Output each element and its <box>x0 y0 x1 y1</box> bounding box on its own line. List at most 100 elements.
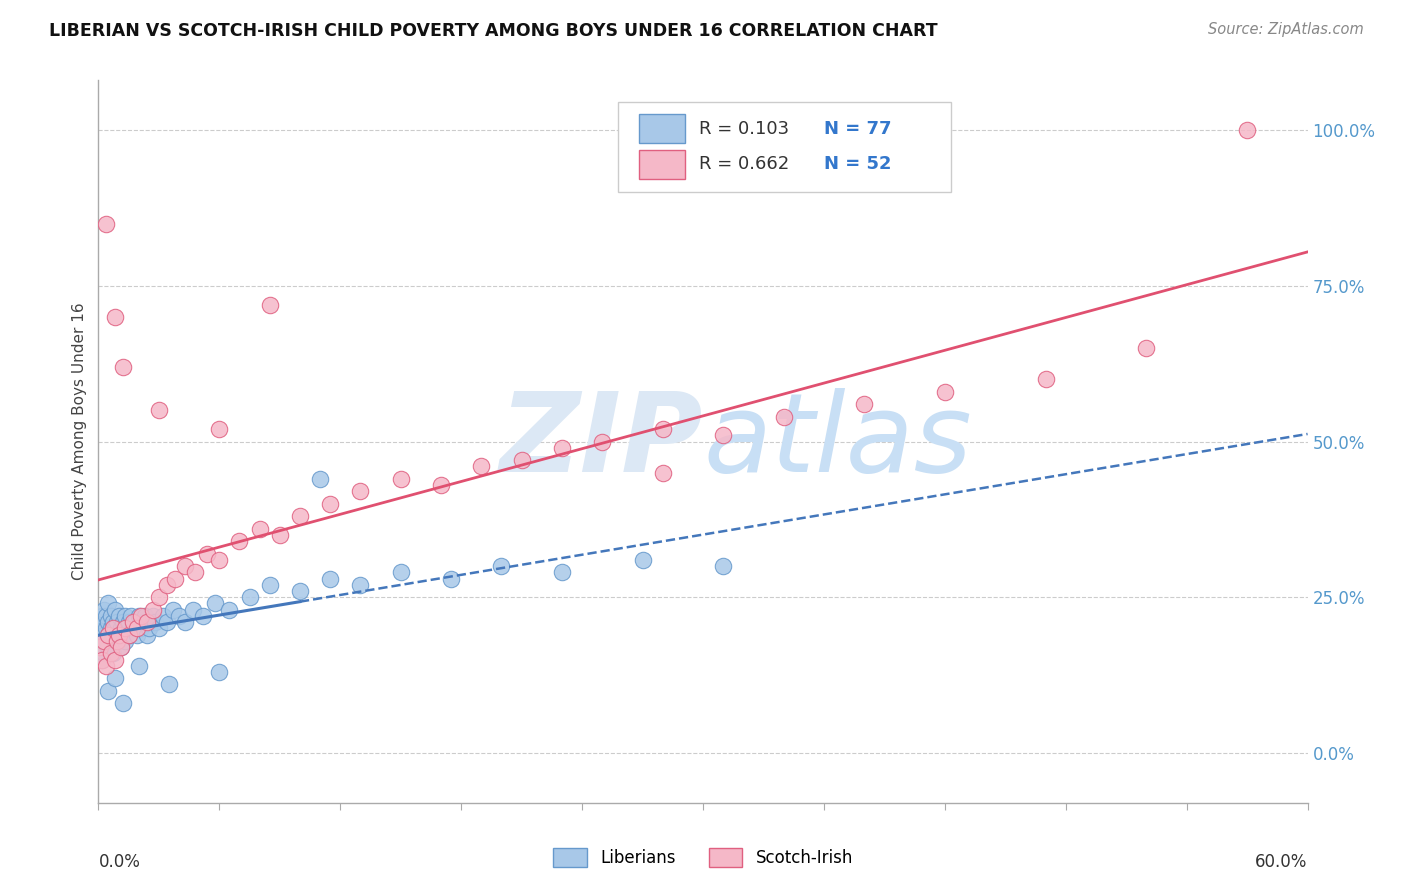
Point <box>118 627 141 641</box>
Point <box>135 627 157 641</box>
Y-axis label: Child Poverty Among Boys Under 16: Child Poverty Among Boys Under 16 <box>72 302 87 581</box>
Point <box>107 627 129 641</box>
Point <box>100 609 122 624</box>
Point <box>97 640 120 654</box>
Point <box>470 459 492 474</box>
Point <box>135 615 157 630</box>
Point <box>97 597 120 611</box>
Point <box>319 572 342 586</box>
Point <box>138 621 160 635</box>
Point <box>101 615 124 630</box>
Point <box>114 609 136 624</box>
Point <box>134 609 156 624</box>
Point <box>491 559 513 574</box>
Point <box>97 683 120 698</box>
Point <box>218 603 240 617</box>
Point <box>91 652 114 666</box>
Point <box>118 627 141 641</box>
Point <box>934 384 956 399</box>
Point <box>167 609 190 624</box>
Point <box>430 478 453 492</box>
Text: atlas: atlas <box>703 388 972 495</box>
Point <box>1035 372 1057 386</box>
Point <box>114 621 136 635</box>
Text: N = 77: N = 77 <box>824 120 891 137</box>
Point <box>107 627 129 641</box>
Point <box>711 428 734 442</box>
Point <box>110 640 132 654</box>
Point <box>93 603 115 617</box>
Legend: Liberians, Scotch-Irish: Liberians, Scotch-Irish <box>547 841 859 874</box>
Point <box>148 403 170 417</box>
Point <box>156 615 179 630</box>
Point <box>97 627 120 641</box>
Point <box>96 658 118 673</box>
Text: ZIP: ZIP <box>499 388 703 495</box>
Point <box>143 615 166 630</box>
Point <box>107 609 129 624</box>
Point <box>309 472 332 486</box>
Point <box>288 509 311 524</box>
Point <box>97 627 120 641</box>
Point <box>93 633 115 648</box>
Text: Source: ZipAtlas.com: Source: ZipAtlas.com <box>1208 22 1364 37</box>
Point <box>100 646 122 660</box>
Point <box>551 566 574 580</box>
Point <box>152 609 174 624</box>
Point <box>132 615 155 630</box>
Point <box>115 621 138 635</box>
Point <box>259 297 281 311</box>
Point <box>142 609 165 624</box>
Point <box>591 434 613 449</box>
Point <box>148 591 170 605</box>
Point <box>120 609 142 624</box>
Point <box>89 640 111 654</box>
Point <box>772 409 794 424</box>
Point <box>239 591 262 605</box>
Point <box>103 652 125 666</box>
Point <box>125 621 148 635</box>
Point <box>174 559 197 574</box>
Point <box>510 453 533 467</box>
Point <box>103 621 125 635</box>
Point <box>156 578 179 592</box>
Point <box>100 633 122 648</box>
Point <box>105 633 128 648</box>
Point <box>124 615 146 630</box>
Point <box>93 627 115 641</box>
Point <box>129 609 152 624</box>
Point <box>389 472 412 486</box>
Text: R = 0.662: R = 0.662 <box>699 155 790 173</box>
Point <box>162 603 184 617</box>
Text: 0.0%: 0.0% <box>98 854 141 871</box>
Point <box>389 566 412 580</box>
Point <box>128 658 150 673</box>
Point <box>142 603 165 617</box>
Text: R = 0.103: R = 0.103 <box>699 120 790 137</box>
Point <box>204 597 226 611</box>
Point <box>1135 341 1157 355</box>
FancyBboxPatch shape <box>638 150 685 178</box>
Point <box>181 603 204 617</box>
Point <box>711 559 734 574</box>
Point <box>195 547 218 561</box>
Point <box>148 621 170 635</box>
Point <box>440 572 463 586</box>
Point <box>249 522 271 536</box>
Point <box>128 609 150 624</box>
Point <box>349 484 371 499</box>
Point <box>103 603 125 617</box>
Point <box>96 217 118 231</box>
Point <box>91 652 114 666</box>
Point <box>93 646 115 660</box>
Point <box>114 633 136 648</box>
Point <box>208 422 231 436</box>
Point <box>103 310 125 324</box>
Point <box>349 578 371 592</box>
Point <box>93 615 115 630</box>
Point <box>96 633 118 648</box>
Point <box>91 609 114 624</box>
Point <box>121 615 143 630</box>
FancyBboxPatch shape <box>619 102 950 193</box>
Point <box>100 621 122 635</box>
